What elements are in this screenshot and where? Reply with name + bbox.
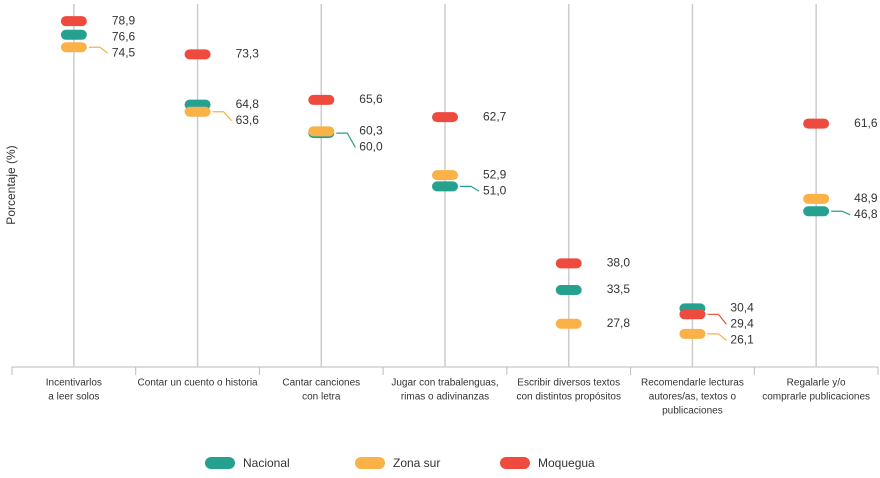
marker bbox=[60, 42, 87, 53]
legend-swatch bbox=[205, 457, 235, 469]
value-label: 62,7 bbox=[483, 109, 507, 123]
value-label: 74,5 bbox=[112, 45, 136, 59]
value-label: 46,8 bbox=[854, 207, 878, 221]
marker bbox=[432, 170, 458, 181]
value-label: 61,6 bbox=[854, 116, 878, 130]
legend-swatch bbox=[355, 457, 385, 469]
legend-label: Nacional bbox=[243, 456, 290, 470]
marker bbox=[432, 181, 458, 192]
marker bbox=[679, 309, 706, 320]
value-label: 64,8 bbox=[236, 97, 260, 111]
x-tick-label: autores/as, textos o bbox=[649, 392, 737, 403]
value-label: 38,0 bbox=[607, 256, 631, 270]
x-tick-label: Escribir diversos textos bbox=[517, 378, 620, 389]
value-label: 60,0 bbox=[359, 139, 383, 153]
x-tick-label: con distintos propósitos bbox=[516, 392, 621, 403]
value-label: 26,1 bbox=[730, 333, 754, 347]
x-tick-label: publicaciones bbox=[662, 406, 723, 417]
value-label: 30,4 bbox=[730, 301, 754, 315]
marker bbox=[555, 258, 582, 269]
x-tick-label: Recomendarle lecturas bbox=[641, 378, 744, 389]
value-label: 76,6 bbox=[112, 29, 136, 43]
leader-line bbox=[707, 313, 727, 325]
value-label: 65,6 bbox=[359, 92, 383, 106]
leader-line bbox=[212, 111, 233, 122]
leader-line bbox=[460, 185, 480, 192]
marker bbox=[803, 206, 830, 217]
x-tick-label: Contar un cuento o historia bbox=[138, 378, 259, 389]
leader-line bbox=[88, 46, 109, 54]
marker bbox=[432, 112, 458, 123]
marker bbox=[555, 285, 582, 296]
x-tick-label: Cantar canciones bbox=[282, 378, 360, 389]
value-label: 78,9 bbox=[112, 13, 136, 27]
marker bbox=[60, 29, 87, 40]
leader-line bbox=[707, 333, 727, 341]
x-tick-label: Jugar con trabalenguas, bbox=[391, 378, 498, 389]
marker bbox=[60, 16, 87, 27]
x-tick-label: con letra bbox=[302, 392, 341, 403]
x-tick-label: a leer solos bbox=[48, 392, 99, 403]
marker bbox=[184, 106, 211, 117]
marker bbox=[308, 94, 335, 105]
marker bbox=[679, 328, 706, 339]
value-label: 27,8 bbox=[607, 316, 631, 330]
legend-label: Zona sur bbox=[393, 456, 440, 470]
value-label: 51,0 bbox=[483, 183, 507, 197]
legend-swatch bbox=[500, 457, 530, 469]
value-label: 33,5 bbox=[607, 282, 631, 296]
leader-line bbox=[336, 132, 356, 148]
marker bbox=[803, 118, 830, 129]
x-tick-label: comprarle publicaciones bbox=[762, 392, 870, 403]
x-tick-label: Regalarle y/o bbox=[787, 378, 846, 389]
marker bbox=[803, 193, 830, 204]
x-tick-label: Incentivarlos bbox=[46, 378, 102, 389]
legend-label: Moquegua bbox=[538, 456, 595, 470]
value-label: 29,4 bbox=[730, 317, 754, 331]
y-axis-label: Porcentaje (%) bbox=[4, 145, 18, 224]
value-label: 48,9 bbox=[854, 191, 878, 205]
marker bbox=[184, 49, 211, 60]
value-label: 63,6 bbox=[236, 113, 260, 127]
value-label: 52,9 bbox=[483, 167, 507, 181]
marker bbox=[555, 318, 582, 329]
value-label: 60,3 bbox=[359, 123, 383, 137]
x-tick-label: rimas o adivinanzas bbox=[401, 392, 489, 403]
leader-line bbox=[831, 210, 851, 216]
value-label: 73,3 bbox=[236, 47, 260, 61]
marker bbox=[308, 126, 335, 137]
